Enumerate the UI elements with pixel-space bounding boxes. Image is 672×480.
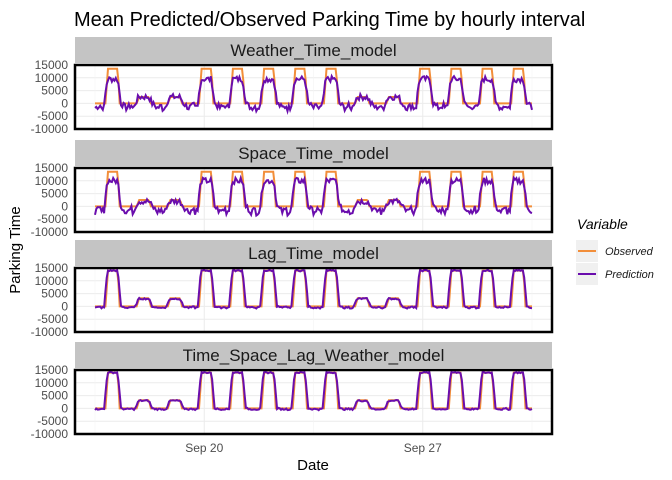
y-tick-label: -5000 [37, 212, 68, 226]
y-tick-label: 5000 [41, 187, 68, 201]
y-tick-label: 5000 [41, 84, 68, 98]
facet-Space_Time_model: Space_Time_model 150001000050000-5000-100… [31, 140, 554, 239]
facet-strip [75, 140, 552, 166]
x-tick-label: Sep 27 [404, 441, 442, 455]
legend-label-prediction: Prediction [605, 269, 654, 281]
y-tick-label: 10000 [35, 71, 69, 85]
y-tick-label: 15000 [35, 261, 69, 275]
y-tick-label: -5000 [37, 109, 68, 123]
y-tick-label: 5000 [41, 389, 68, 403]
panel-border [73, 166, 554, 234]
x-axis-label: Date [297, 457, 329, 474]
y-axis-label: Parking Time [7, 206, 24, 294]
legend-title: Variable [577, 216, 628, 232]
panel-border [73, 266, 554, 334]
x-tick-label: Sep 20 [185, 441, 223, 455]
facet-strip-label: Space_Time_model [238, 144, 389, 163]
y-tick-label: -5000 [37, 414, 68, 428]
y-tick-label: -5000 [37, 312, 68, 326]
facet-strip-label: Weather_Time_model [230, 41, 396, 60]
facet-strip-label: Lag_Time_model [248, 244, 379, 263]
series-line-prediction [94, 369, 533, 412]
facet-strip-label: Time_Space_Lag_Weather_model [183, 346, 445, 365]
facet-Time_Space_Lag_Weather_model: Time_Space_Lag_Weather_model 150001000050… [31, 342, 554, 441]
series-line-prediction [94, 267, 533, 311]
legend-label-observed: Observed [605, 246, 654, 258]
y-tick-label: 0 [61, 299, 68, 313]
series-line-prediction [94, 174, 533, 218]
y-tick-label: -10000 [31, 225, 69, 239]
y-tick-label: -10000 [31, 427, 69, 441]
x-axis-ticks: Sep 20 Sep 27 [185, 441, 442, 455]
y-tick-label: 15000 [35, 161, 69, 175]
panel-border [73, 63, 554, 131]
y-tick-label: 5000 [41, 287, 68, 301]
y-tick-label: 0 [61, 96, 68, 110]
facet-strip [75, 37, 552, 63]
chart-title: Mean Predicted/Observed Parking Time by … [74, 9, 585, 31]
legend: Variable Observed Prediction [576, 216, 654, 285]
y-tick-label: -10000 [31, 122, 69, 136]
y-tick-label: 15000 [35, 363, 69, 377]
y-tick-label: 0 [61, 199, 68, 213]
panel-border [73, 368, 554, 436]
facet-strip [75, 342, 552, 368]
y-tick-label: 10000 [35, 376, 69, 390]
facet-strip [75, 240, 552, 266]
y-tick-label: 0 [61, 401, 68, 415]
facet-panels: Weather_Time_model150001000050000-5000-1… [31, 37, 554, 441]
y-tick-label: 10000 [35, 274, 69, 288]
y-tick-label: 10000 [35, 174, 69, 188]
y-tick-label: 15000 [35, 58, 69, 72]
facet-Weather_Time_model: Weather_Time_model 150001000050000-5000-1… [31, 37, 554, 136]
series-line-prediction [94, 73, 533, 115]
y-tick-label: -10000 [31, 325, 69, 339]
